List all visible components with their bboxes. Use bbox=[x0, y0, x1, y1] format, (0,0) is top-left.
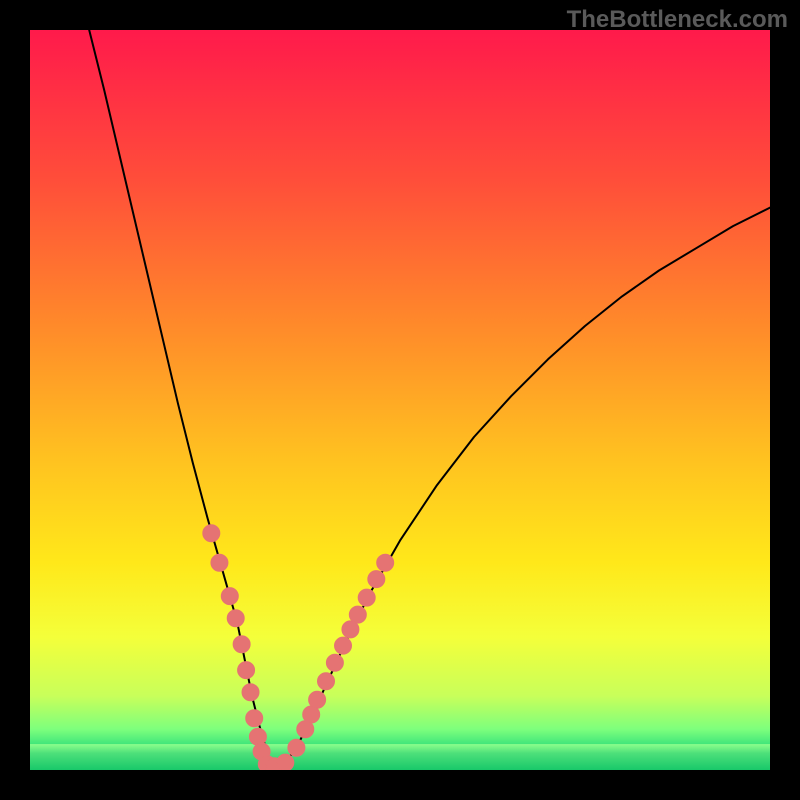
data-marker bbox=[309, 691, 326, 708]
data-marker bbox=[368, 571, 385, 588]
data-marker bbox=[377, 554, 394, 571]
data-marker bbox=[349, 606, 366, 623]
data-marker bbox=[211, 554, 228, 571]
data-marker bbox=[246, 710, 263, 727]
data-marker bbox=[238, 662, 255, 679]
data-marker bbox=[358, 589, 375, 606]
data-marker bbox=[242, 684, 259, 701]
data-marker bbox=[249, 728, 266, 745]
plot-background bbox=[30, 30, 770, 770]
chart-container: TheBottleneck.com bbox=[0, 0, 800, 800]
plot-svg bbox=[30, 30, 770, 770]
data-marker bbox=[203, 525, 220, 542]
data-marker bbox=[335, 637, 352, 654]
data-marker bbox=[326, 654, 343, 671]
data-marker bbox=[227, 610, 244, 627]
data-marker bbox=[288, 739, 305, 756]
data-marker bbox=[221, 588, 238, 605]
data-marker bbox=[277, 754, 294, 770]
data-marker bbox=[233, 636, 250, 653]
bottom-band bbox=[30, 744, 770, 770]
data-marker bbox=[318, 673, 335, 690]
plot-area bbox=[30, 30, 770, 770]
